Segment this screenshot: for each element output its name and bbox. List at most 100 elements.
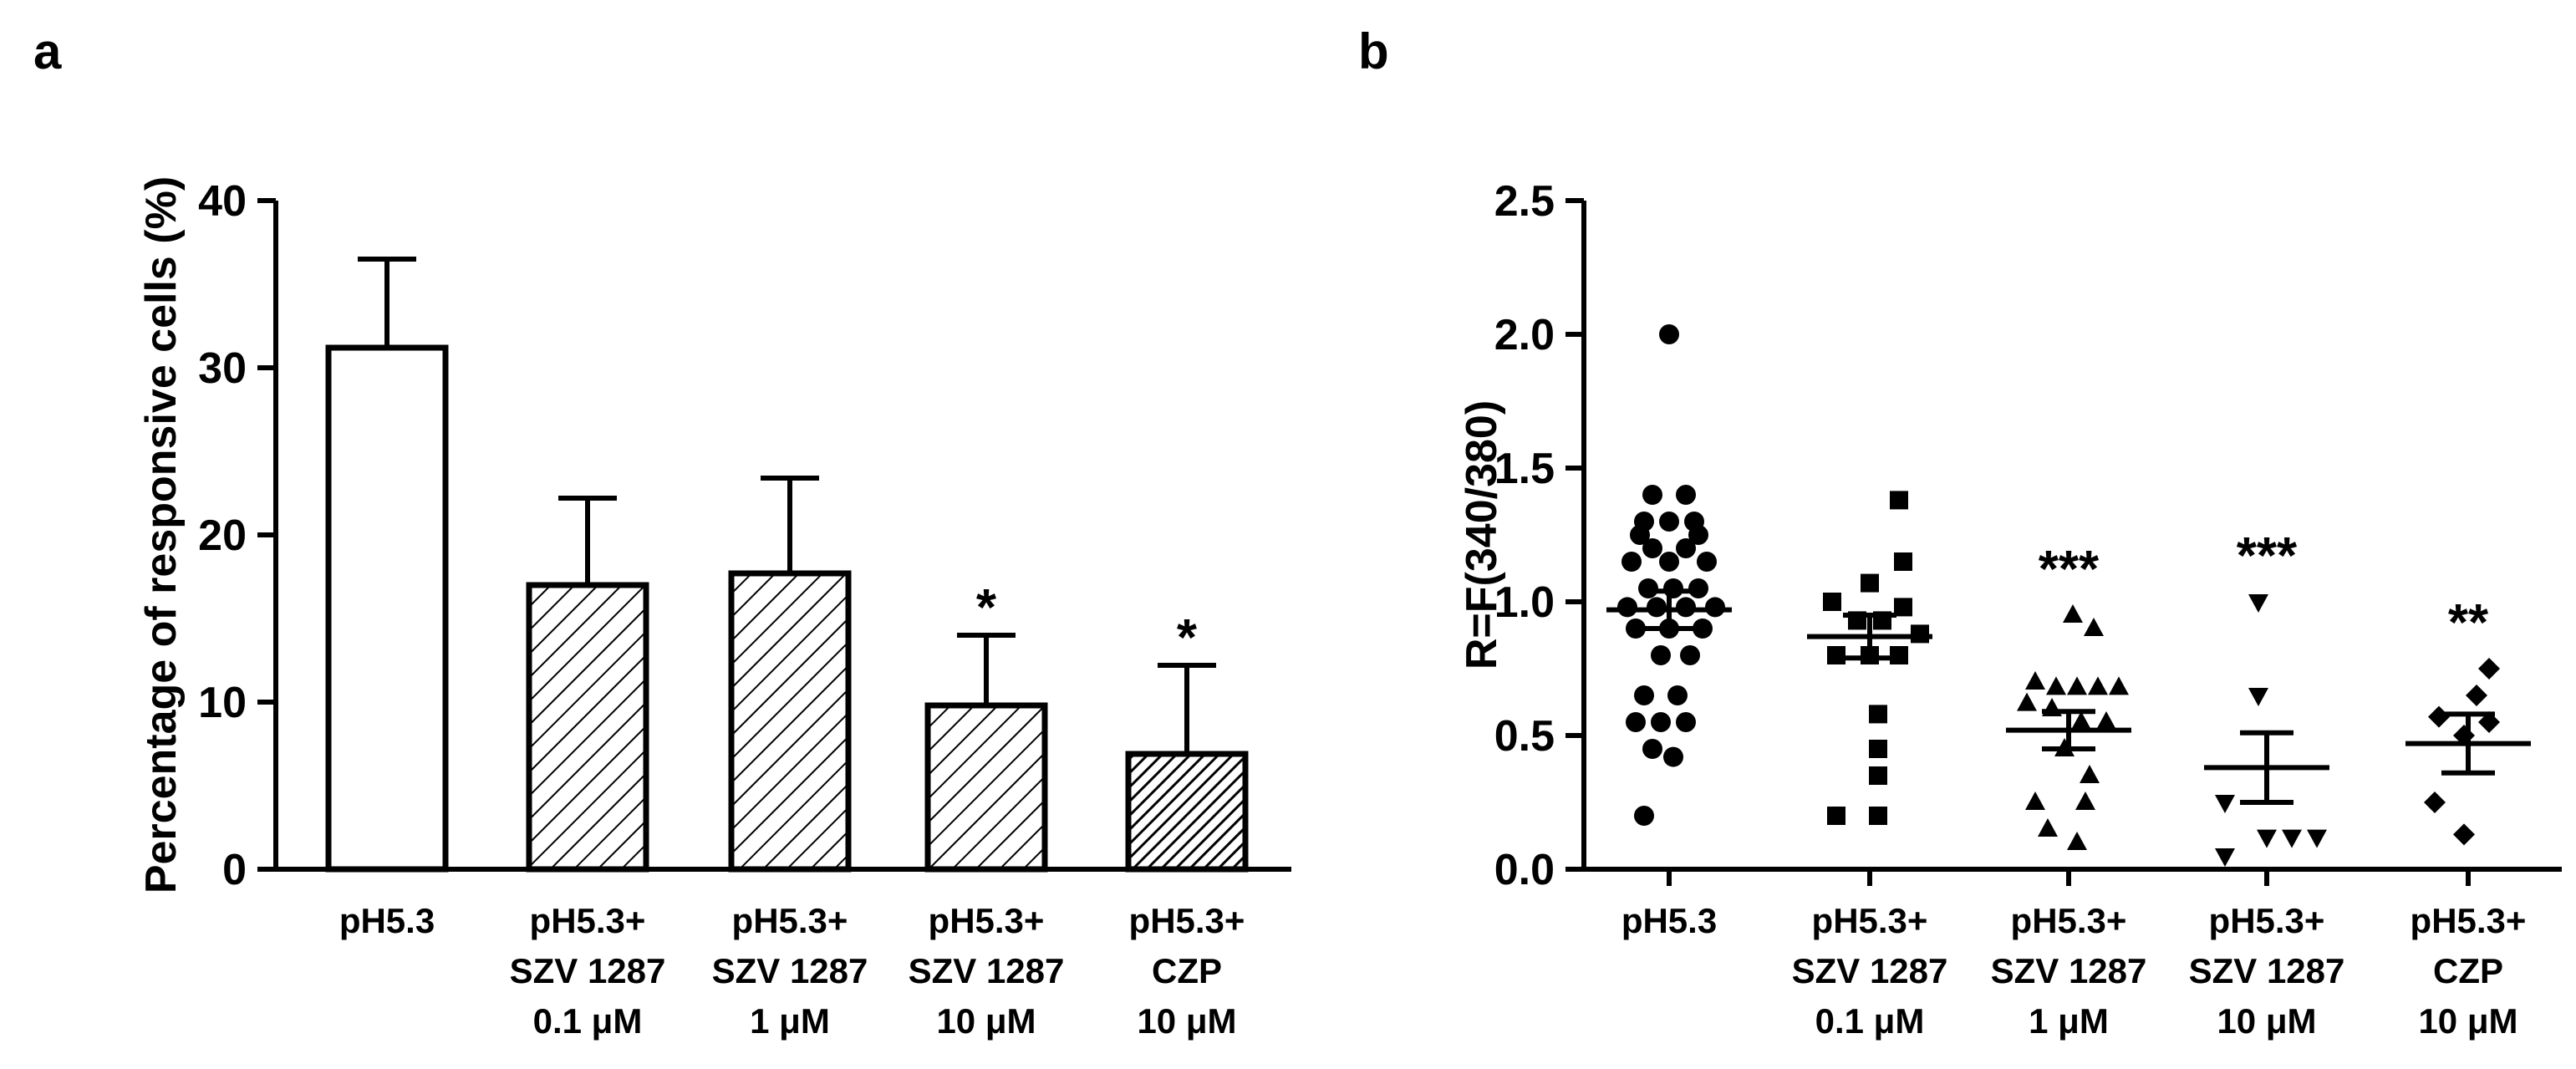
data-point: [1680, 645, 1700, 665]
data-point: [1617, 597, 1637, 618]
data-point: [2063, 604, 2083, 623]
data-point: [1705, 597, 1725, 618]
data-point: [1861, 573, 1879, 593]
data-point: [2215, 795, 2235, 813]
data-point: [2248, 688, 2268, 706]
x-tick-label: 10 μM: [1137, 1001, 1236, 1041]
data-point: [1642, 538, 1662, 558]
data-point: [1667, 685, 1688, 705]
data-point: [1827, 646, 1845, 664]
data-point: [1890, 491, 1908, 510]
panel-b-label: b: [1358, 23, 1389, 79]
x-tick-label: pH5.3+: [1812, 901, 1928, 940]
significance-marker: *: [1177, 609, 1198, 667]
panel-a-y-axis-label: Percentage of responsive cells (%): [137, 176, 186, 893]
x-tick-label: 10 μM: [2217, 1001, 2316, 1041]
x-tick-label: SZV 1287: [1792, 951, 1948, 990]
data-point: [1626, 618, 1646, 639]
significance-marker: **: [2448, 594, 2489, 652]
data-point: [2038, 818, 2058, 837]
bar: [325, 344, 449, 873]
x-tick-label: pH5.3+: [929, 901, 1045, 940]
x-tick-label: CZP: [1152, 951, 1222, 990]
data-point: [1869, 740, 1887, 758]
data-point: [1634, 806, 1654, 826]
panel-b-axes: 0.0 0.5 1.0 1.5 2.0 2.5: [1494, 177, 2562, 894]
data-point: [1659, 552, 1679, 572]
x-tick-label: SZV 1287: [2189, 951, 2345, 990]
data-point: [2075, 792, 2095, 810]
data-point: [1890, 646, 1908, 664]
panel-a-y-tick-label: 20: [198, 512, 247, 560]
data-point: [1663, 578, 1683, 598]
bar: [1125, 751, 1249, 873]
data-point: [1894, 552, 1912, 571]
data-point: [2307, 829, 2327, 848]
x-tick-label: 10 μM: [936, 1001, 1036, 1041]
data-point: [2046, 676, 2066, 695]
data-point: [2428, 705, 2450, 728]
data-point: [1676, 712, 1696, 732]
data-point: [1651, 645, 1671, 665]
x-tick-label: pH5.3+: [2209, 901, 2325, 940]
data-point: [2067, 832, 2087, 850]
x-tick-label: 0.1 μM: [1815, 1001, 1925, 1041]
x-tick-label: pH5.3+: [2411, 901, 2527, 940]
x-tick-label: 10 μM: [2418, 1001, 2517, 1041]
x-tick-label: SZV 1287: [909, 951, 1065, 990]
data-point: [1659, 512, 1679, 532]
data-point: [2096, 711, 2116, 730]
panel-a-y-tick-label: 40: [198, 177, 247, 226]
data-point: [2215, 848, 2235, 867]
significance-marker: *: [976, 579, 997, 637]
data-point: [1634, 685, 1654, 705]
panel-b-y-tick-label: 0.0: [1494, 846, 1555, 894]
data-point: [2088, 676, 2108, 695]
x-tick-label: 1 μM: [750, 1001, 830, 1041]
panel-b-y-tick-label: 1.5: [1494, 445, 1555, 493]
data-point: [1638, 578, 1658, 598]
panel-a-y-tick-label: 30: [198, 344, 247, 393]
data-point: [2067, 676, 2087, 695]
data-point: [1659, 324, 1679, 344]
x-tick-label: 1 μM: [2029, 1001, 2109, 1041]
x-tick-label: SZV 1287: [1991, 951, 2147, 990]
data-point: [2466, 685, 2487, 706]
x-tick-label: SZV 1287: [712, 951, 868, 990]
data-point: [1894, 598, 1912, 617]
panel-b-y-tick-label: 1.0: [1494, 578, 1555, 627]
data-point: [2080, 765, 2100, 783]
x-tick-label: pH5.3: [1621, 901, 1717, 940]
data-point: [1663, 746, 1683, 767]
data-point: [2025, 671, 2045, 690]
panel-b-y-tick-label: 2.0: [1494, 311, 1555, 359]
data-point: [2478, 711, 2500, 733]
data-point: [1869, 807, 1887, 825]
data-point: [2084, 618, 2104, 636]
x-tick-label: 0.1 μM: [533, 1001, 643, 1041]
x-tick-label: pH5.3+: [1129, 901, 1245, 940]
data-point: [1869, 766, 1887, 785]
data-point: [2257, 829, 2277, 848]
panel-a-x-tick-labels: pH5.3 pH5.3+ SZV 1287 0.1 μM pH5.3+ SZV 1287 1…: [339, 901, 1245, 1041]
data-point: [1630, 525, 1650, 545]
data-point: [2017, 692, 2037, 711]
x-tick-label: pH5.3+: [530, 901, 646, 940]
data-point: [1651, 712, 1671, 732]
data-point: [2109, 676, 2129, 695]
significance-marker: ***: [2039, 541, 2100, 598]
data-point: [1621, 552, 1642, 572]
data-point: [1911, 624, 1929, 644]
panel-a-y-tick-label: 10: [198, 679, 247, 727]
x-tick-label: CZP: [2433, 951, 2503, 990]
x-tick-label: pH5.3: [339, 901, 435, 940]
panel-b-y-axis-label: R=F(340/380): [1458, 400, 1506, 669]
data-point: [2453, 823, 2475, 846]
data-point: [2248, 594, 2268, 613]
data-point: [1869, 705, 1887, 724]
panel-a-y-tick-label: 0: [222, 846, 247, 894]
panel-b-y-tick-label: 0.5: [1494, 712, 1555, 761]
bar: [526, 582, 649, 873]
bar: [728, 570, 852, 873]
data-point: [1642, 485, 1662, 505]
